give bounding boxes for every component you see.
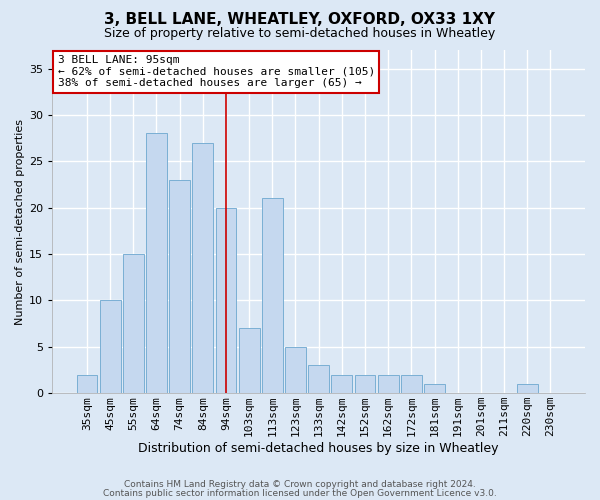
- Bar: [401, 374, 422, 393]
- Bar: [146, 134, 167, 393]
- X-axis label: Distribution of semi-detached houses by size in Wheatley: Distribution of semi-detached houses by …: [139, 442, 499, 455]
- Text: Size of property relative to semi-detached houses in Wheatley: Size of property relative to semi-detach…: [104, 28, 496, 40]
- Bar: [169, 180, 190, 393]
- Bar: [285, 347, 306, 393]
- Bar: [193, 142, 213, 393]
- Bar: [239, 328, 260, 393]
- Bar: [123, 254, 144, 393]
- Bar: [100, 300, 121, 393]
- Bar: [77, 374, 97, 393]
- Text: Contains HM Land Registry data © Crown copyright and database right 2024.: Contains HM Land Registry data © Crown c…: [124, 480, 476, 489]
- Bar: [517, 384, 538, 393]
- Text: 3 BELL LANE: 95sqm
← 62% of semi-detached houses are smaller (105)
38% of semi-d: 3 BELL LANE: 95sqm ← 62% of semi-detache…: [58, 55, 375, 88]
- Bar: [424, 384, 445, 393]
- Bar: [355, 374, 376, 393]
- Bar: [262, 198, 283, 393]
- Y-axis label: Number of semi-detached properties: Number of semi-detached properties: [15, 118, 25, 324]
- Text: Contains public sector information licensed under the Open Government Licence v3: Contains public sector information licen…: [103, 488, 497, 498]
- Bar: [378, 374, 398, 393]
- Text: 3, BELL LANE, WHEATLEY, OXFORD, OX33 1XY: 3, BELL LANE, WHEATLEY, OXFORD, OX33 1XY: [104, 12, 496, 28]
- Bar: [331, 374, 352, 393]
- Bar: [308, 366, 329, 393]
- Bar: [215, 208, 236, 393]
